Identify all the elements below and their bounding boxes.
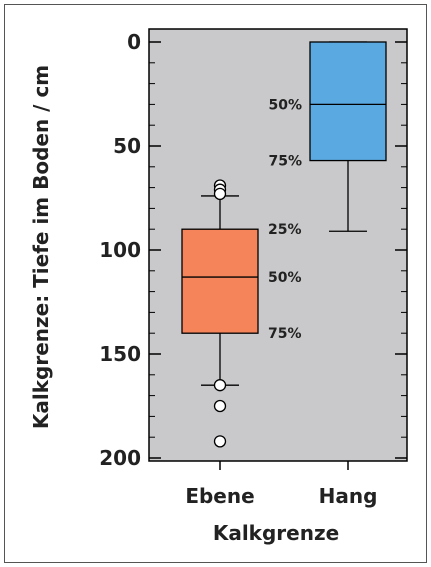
y-tick-label: 150 [99,342,141,366]
percentile-label: 25% [268,222,302,238]
percentile-label: 75% [268,154,302,170]
outlier-point [213,435,227,448]
y-tick-label: 0 [127,30,141,54]
percentile-label: 50% [268,97,302,113]
x-tick-label: Hang [319,484,378,508]
y-tick-label: 50 [113,134,141,158]
percentile-label: 75% [268,326,302,342]
boxes [181,41,387,448]
percentile-label: 50% [268,270,302,286]
outlier-point [213,187,227,200]
outlier-point [213,379,227,392]
y-axis-title: Kalkgrenze: Tiefe im Boden / cm [29,65,53,429]
box-hang [309,41,387,162]
axis-ticks: 0 50 100 150 200 Ebene Hang [99,30,407,508]
x-tick-label: Ebene [185,484,254,508]
y-tick-label: 100 [99,238,141,262]
box-ebene [181,228,259,334]
outlier-point [213,399,227,413]
y-tick-label: 200 [99,446,141,470]
labels: 25% 50% 75% 50% 75% [268,97,302,342]
x-axis-title: Kalkgrenze [213,521,339,545]
